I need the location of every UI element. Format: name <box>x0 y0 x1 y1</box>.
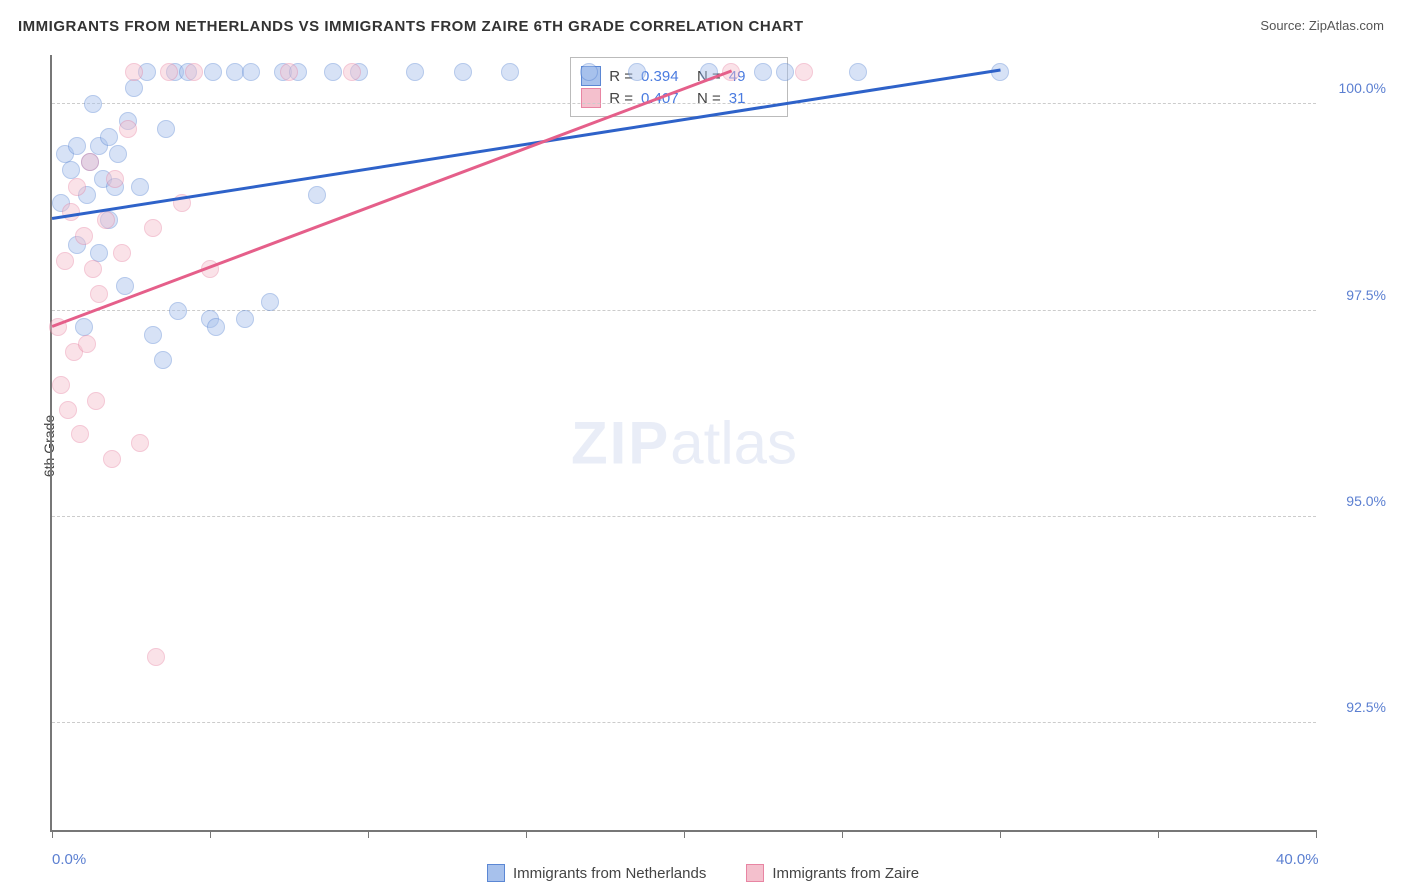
scatter-point <box>406 63 424 81</box>
gridline <box>52 103 1316 104</box>
scatter-point <box>103 450 121 468</box>
y-tick-label: 97.5% <box>1346 287 1386 303</box>
scatter-point <box>236 310 254 328</box>
scatter-point <box>116 277 134 295</box>
source-attribution: Source: ZipAtlas.com <box>1260 18 1384 33</box>
scatter-point <box>71 425 89 443</box>
x-tick <box>1316 830 1317 838</box>
scatter-point <box>97 211 115 229</box>
scatter-point <box>776 63 794 81</box>
scatter-point <box>324 63 342 81</box>
scatter-point <box>628 63 646 81</box>
scatter-point <box>242 63 260 81</box>
gridline <box>52 722 1316 723</box>
series-swatch <box>581 88 601 108</box>
scatter-point <box>68 178 86 196</box>
x-tick <box>368 830 369 838</box>
scatter-point <box>90 285 108 303</box>
source-link[interactable]: ZipAtlas.com <box>1309 18 1384 33</box>
gridline <box>52 516 1316 517</box>
legend: Immigrants from Netherlands Immigrants fr… <box>0 864 1406 882</box>
x-tick <box>842 830 843 838</box>
scatter-point <box>90 244 108 262</box>
scatter-point <box>87 392 105 410</box>
scatter-point <box>78 335 96 353</box>
x-tick <box>210 830 211 838</box>
x-tick <box>1000 830 1001 838</box>
scatter-point <box>62 161 80 179</box>
trend-line <box>52 69 732 327</box>
scatter-point <box>106 170 124 188</box>
legend-label: Immigrants from Zaire <box>772 865 919 882</box>
y-tick-label: 95.0% <box>1346 493 1386 509</box>
scatter-point <box>454 63 472 81</box>
scatter-point <box>207 318 225 336</box>
trend-line <box>52 69 1000 220</box>
scatter-point <box>59 401 77 419</box>
legend-swatch <box>746 864 764 882</box>
scatter-point <box>75 318 93 336</box>
scatter-point <box>144 326 162 344</box>
scatter-point <box>125 79 143 97</box>
scatter-point <box>169 302 187 320</box>
scatter-point <box>204 63 222 81</box>
source-label: Source: <box>1260 18 1305 33</box>
x-tick <box>526 830 527 838</box>
scatter-point <box>501 63 519 81</box>
legend-swatch <box>487 864 505 882</box>
scatter-point <box>849 63 867 81</box>
plot-area: ZIPatlas R =0.394N =49R =0.407N =31 92.5… <box>50 55 1316 832</box>
scatter-point <box>52 376 70 394</box>
scatter-point <box>160 63 178 81</box>
scatter-point <box>580 63 598 81</box>
stat-r-value: 0.394 <box>641 68 689 85</box>
watermark-bold: ZIP <box>571 409 670 476</box>
scatter-point <box>100 128 118 146</box>
chart-title: IMMIGRANTS FROM NETHERLANDS VS IMMIGRANT… <box>18 18 804 35</box>
watermark: ZIPatlas <box>571 408 797 477</box>
watermark-rest: atlas <box>670 409 797 476</box>
y-tick-label: 92.5% <box>1346 699 1386 715</box>
scatter-point <box>84 95 102 113</box>
scatter-point <box>795 63 813 81</box>
scatter-point <box>308 186 326 204</box>
x-tick <box>684 830 685 838</box>
scatter-point <box>62 203 80 221</box>
scatter-point <box>147 648 165 666</box>
scatter-point <box>75 227 93 245</box>
scatter-point <box>185 63 203 81</box>
scatter-point <box>343 63 361 81</box>
scatter-point <box>119 120 137 138</box>
scatter-point <box>84 260 102 278</box>
scatter-point <box>109 145 127 163</box>
correlation-chart: IMMIGRANTS FROM NETHERLANDS VS IMMIGRANT… <box>0 0 1406 892</box>
y-tick-label: 100.0% <box>1339 80 1386 96</box>
scatter-point <box>68 137 86 155</box>
scatter-point <box>261 293 279 311</box>
scatter-point <box>125 63 143 81</box>
x-tick <box>52 830 53 838</box>
scatter-point <box>144 219 162 237</box>
scatter-point <box>131 434 149 452</box>
legend-item: Immigrants from Netherlands <box>487 864 706 882</box>
scatter-point <box>280 63 298 81</box>
scatter-point <box>56 252 74 270</box>
scatter-point <box>113 244 131 262</box>
scatter-point <box>154 351 172 369</box>
legend-label: Immigrants from Netherlands <box>513 865 706 882</box>
scatter-point <box>157 120 175 138</box>
stats-row: R =0.394N =49 <box>581 66 777 86</box>
scatter-point <box>81 153 99 171</box>
x-tick <box>1158 830 1159 838</box>
scatter-point <box>131 178 149 196</box>
legend-item: Immigrants from Zaire <box>746 864 919 882</box>
scatter-point <box>754 63 772 81</box>
